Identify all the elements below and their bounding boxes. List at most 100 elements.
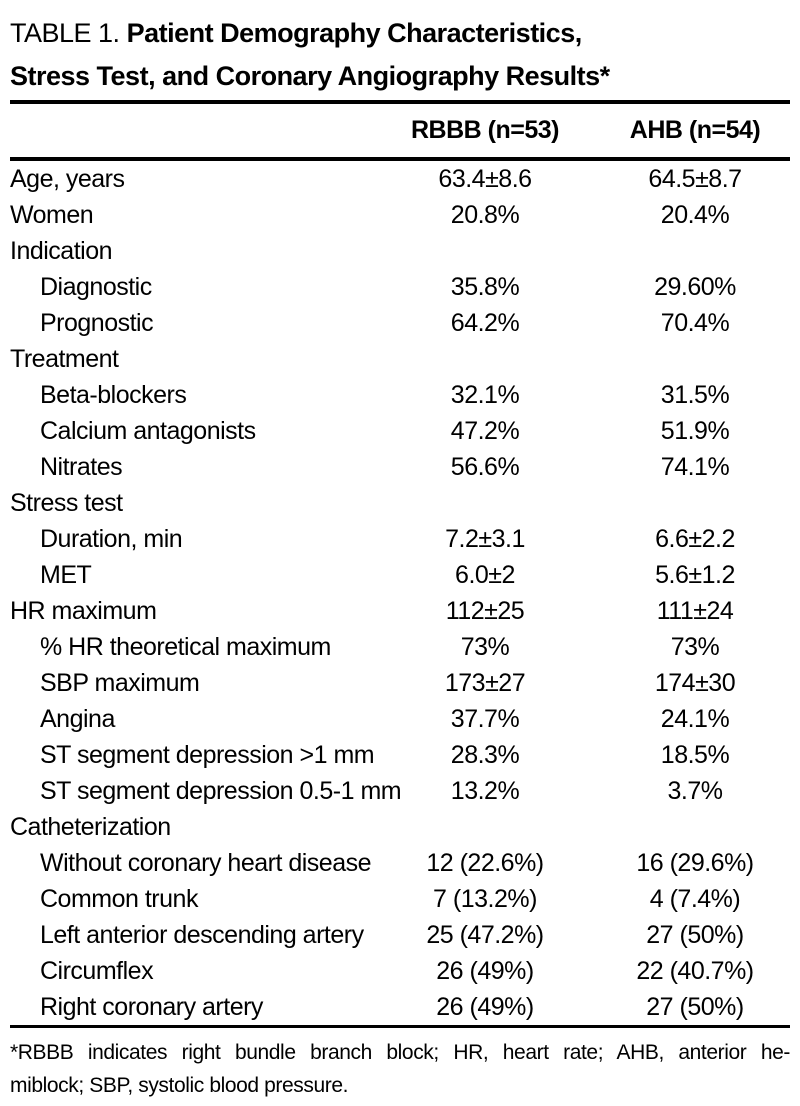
row-label: Left anterior descending artery [40, 920, 364, 949]
row-label: Diagnostic [40, 272, 152, 301]
row-label: Common trunk [40, 884, 198, 913]
value-rbbb: 47.2% [450, 416, 520, 445]
value-ahb: 31.5% [660, 380, 730, 409]
value-rbbb: 12 (22.6%) [426, 848, 544, 877]
footnote-line2: miblock; SBP, systolic blood pressure. [10, 1074, 349, 1097]
row-label: HR maximum [10, 596, 157, 625]
row-label: Treatment [10, 344, 119, 373]
table-row: Nitrates 56.6% 74.1% [10, 449, 790, 485]
table-rule-under-header [10, 157, 790, 161]
value-rbbb: 13.2% [450, 776, 520, 805]
value-rbbb: 112±25 [445, 596, 525, 625]
table-number-label: TABLE 1. [10, 18, 120, 48]
row-label: Calcium antagonists [40, 416, 256, 445]
table-row: Left anterior descending artery 25 (47.2%… [10, 917, 790, 953]
row-label: SBP maximum [40, 668, 200, 697]
value-rbbb: 37.7% [450, 704, 520, 733]
table-row: Catheterization [10, 809, 790, 845]
table-title-line2: Stress Test, and Coronary Angiography Re… [10, 61, 610, 91]
row-label: Beta-blockers [40, 380, 187, 409]
value-rbbb: 7.2±3.1 [445, 524, 525, 553]
table-row: Circumflex 26 (49%) 22 (40.7%) [10, 953, 790, 989]
table-row: Stress test [10, 485, 790, 521]
table-row: ST segment depression >1 mm 28.3% 18.5% [10, 737, 790, 773]
value-ahb: 51.9% [660, 416, 730, 445]
header-ahb-column: AHB (n=54) [629, 116, 761, 144]
table-body: Age, years 63.4±8.6 64.5±8.7 Women 20.8% 20.4… [10, 161, 790, 1025]
value-rbbb: 32.1% [450, 380, 520, 409]
value-rbbb: 64.2% [450, 308, 520, 337]
value-rbbb: 7 (13.2%) [433, 884, 537, 913]
row-label: Nitrates [40, 452, 123, 481]
row-label: MET [40, 560, 92, 589]
table-footnote: *RBBB indicates right bundle branch bloc… [10, 1036, 790, 1102]
row-label: Right coronary artery [40, 992, 263, 1021]
value-ahb: 6.6±2.2 [655, 524, 735, 553]
table-header-row: RBBB (n=53) AHB (n=54) [10, 104, 790, 157]
value-ahb: 64.5±8.7 [648, 164, 742, 193]
row-label: Angina [40, 704, 115, 733]
value-ahb: 27 (50%) [646, 992, 744, 1021]
row-label: Catheterization [10, 812, 171, 841]
row-label: Without coronary heart disease [40, 848, 372, 877]
value-ahb: 174±30 [654, 668, 736, 697]
value-rbbb: 63.4±8.6 [438, 164, 532, 193]
table-rule-top [10, 100, 790, 104]
value-rbbb: 73% [460, 632, 510, 661]
value-ahb: 70.4% [660, 308, 730, 337]
row-label: % HR theoretical maximum [40, 632, 331, 661]
table-row: Calcium antagonists 47.2% 51.9% [10, 413, 790, 449]
value-rbbb: 35.8% [450, 272, 520, 301]
table-title: TABLE 1. Patient Demography Characteristi… [10, 12, 790, 98]
value-ahb: 73% [670, 632, 720, 661]
value-rbbb: 26 (49%) [436, 992, 534, 1021]
value-rbbb: 56.6% [450, 452, 520, 481]
value-ahb: 27 (50%) [646, 920, 744, 949]
table-rule-bottom [10, 1025, 790, 1028]
value-ahb: 29.60% [654, 272, 736, 301]
value-rbbb: 28.3% [450, 740, 520, 769]
table-row: Duration, min 7.2±3.1 6.6±2.2 [10, 521, 790, 557]
value-ahb: 22 (40.7%) [636, 956, 754, 985]
table-row: Prognostic 64.2% 70.4% [10, 305, 790, 341]
value-ahb: 20.4% [660, 200, 730, 229]
table-row: Angina 37.7% 24.1% [10, 701, 790, 737]
table-row: Indication [10, 233, 790, 269]
row-label: Duration, min [40, 524, 183, 553]
value-ahb: 3.7% [667, 776, 723, 805]
table-title-text-line1: Patient Demography Characteristics, [126, 18, 583, 48]
value-ahb: 16 (29.6%) [636, 848, 754, 877]
row-label: Circumflex [40, 956, 154, 985]
value-rbbb: 6.0±2 [455, 560, 515, 589]
table-row: Treatment [10, 341, 790, 377]
table-row: MET 6.0±2 5.6±1.2 [10, 557, 790, 593]
row-label: ST segment depression 0.5-1 mm [40, 776, 402, 805]
table-row: Right coronary artery 26 (49%) 27 (50%) [10, 989, 790, 1025]
value-ahb: 5.6±1.2 [655, 560, 735, 589]
value-ahb: 111±24 [656, 596, 734, 625]
table-row: Beta-blockers 32.1% 31.5% [10, 377, 790, 413]
row-label: Stress test [10, 488, 123, 517]
value-ahb: 24.1% [660, 704, 730, 733]
value-ahb: 18.5% [660, 740, 730, 769]
table-title-line1: TABLE 1. Patient Demography Characteristi… [10, 12, 790, 55]
value-ahb: 74.1% [660, 452, 730, 481]
value-rbbb: 26 (49%) [436, 956, 534, 985]
row-label: ST segment depression >1 mm [40, 740, 375, 769]
value-rbbb: 25 (47.2%) [426, 920, 544, 949]
footnote-line1: *RBBB indicates right bundle branch bloc… [10, 1041, 790, 1064]
value-rbbb: 173±27 [444, 668, 526, 697]
table-row: Common trunk 7 (13.2%) 4 (7.4%) [10, 881, 790, 917]
row-label: Prognostic [40, 308, 154, 337]
table-row: Diagnostic 35.8% 29.60% [10, 269, 790, 305]
row-label: Women [10, 200, 94, 229]
table-row: % HR theoretical maximum 73% 73% [10, 629, 790, 665]
row-label: Age, years [10, 164, 125, 193]
value-ahb: 4 (7.4%) [649, 884, 741, 913]
row-label: Indication [10, 236, 113, 265]
table-row: Age, years 63.4±8.6 64.5±8.7 [10, 161, 790, 197]
table-row: HR maximum 112±25 111±24 [10, 593, 790, 629]
table-row: Without coronary heart disease 12 (22.6%)… [10, 845, 790, 881]
header-rbbb-column: RBBB (n=53) [411, 116, 560, 144]
table-row: ST segment depression 0.5-1 mm 13.2% 3.7% [10, 773, 790, 809]
